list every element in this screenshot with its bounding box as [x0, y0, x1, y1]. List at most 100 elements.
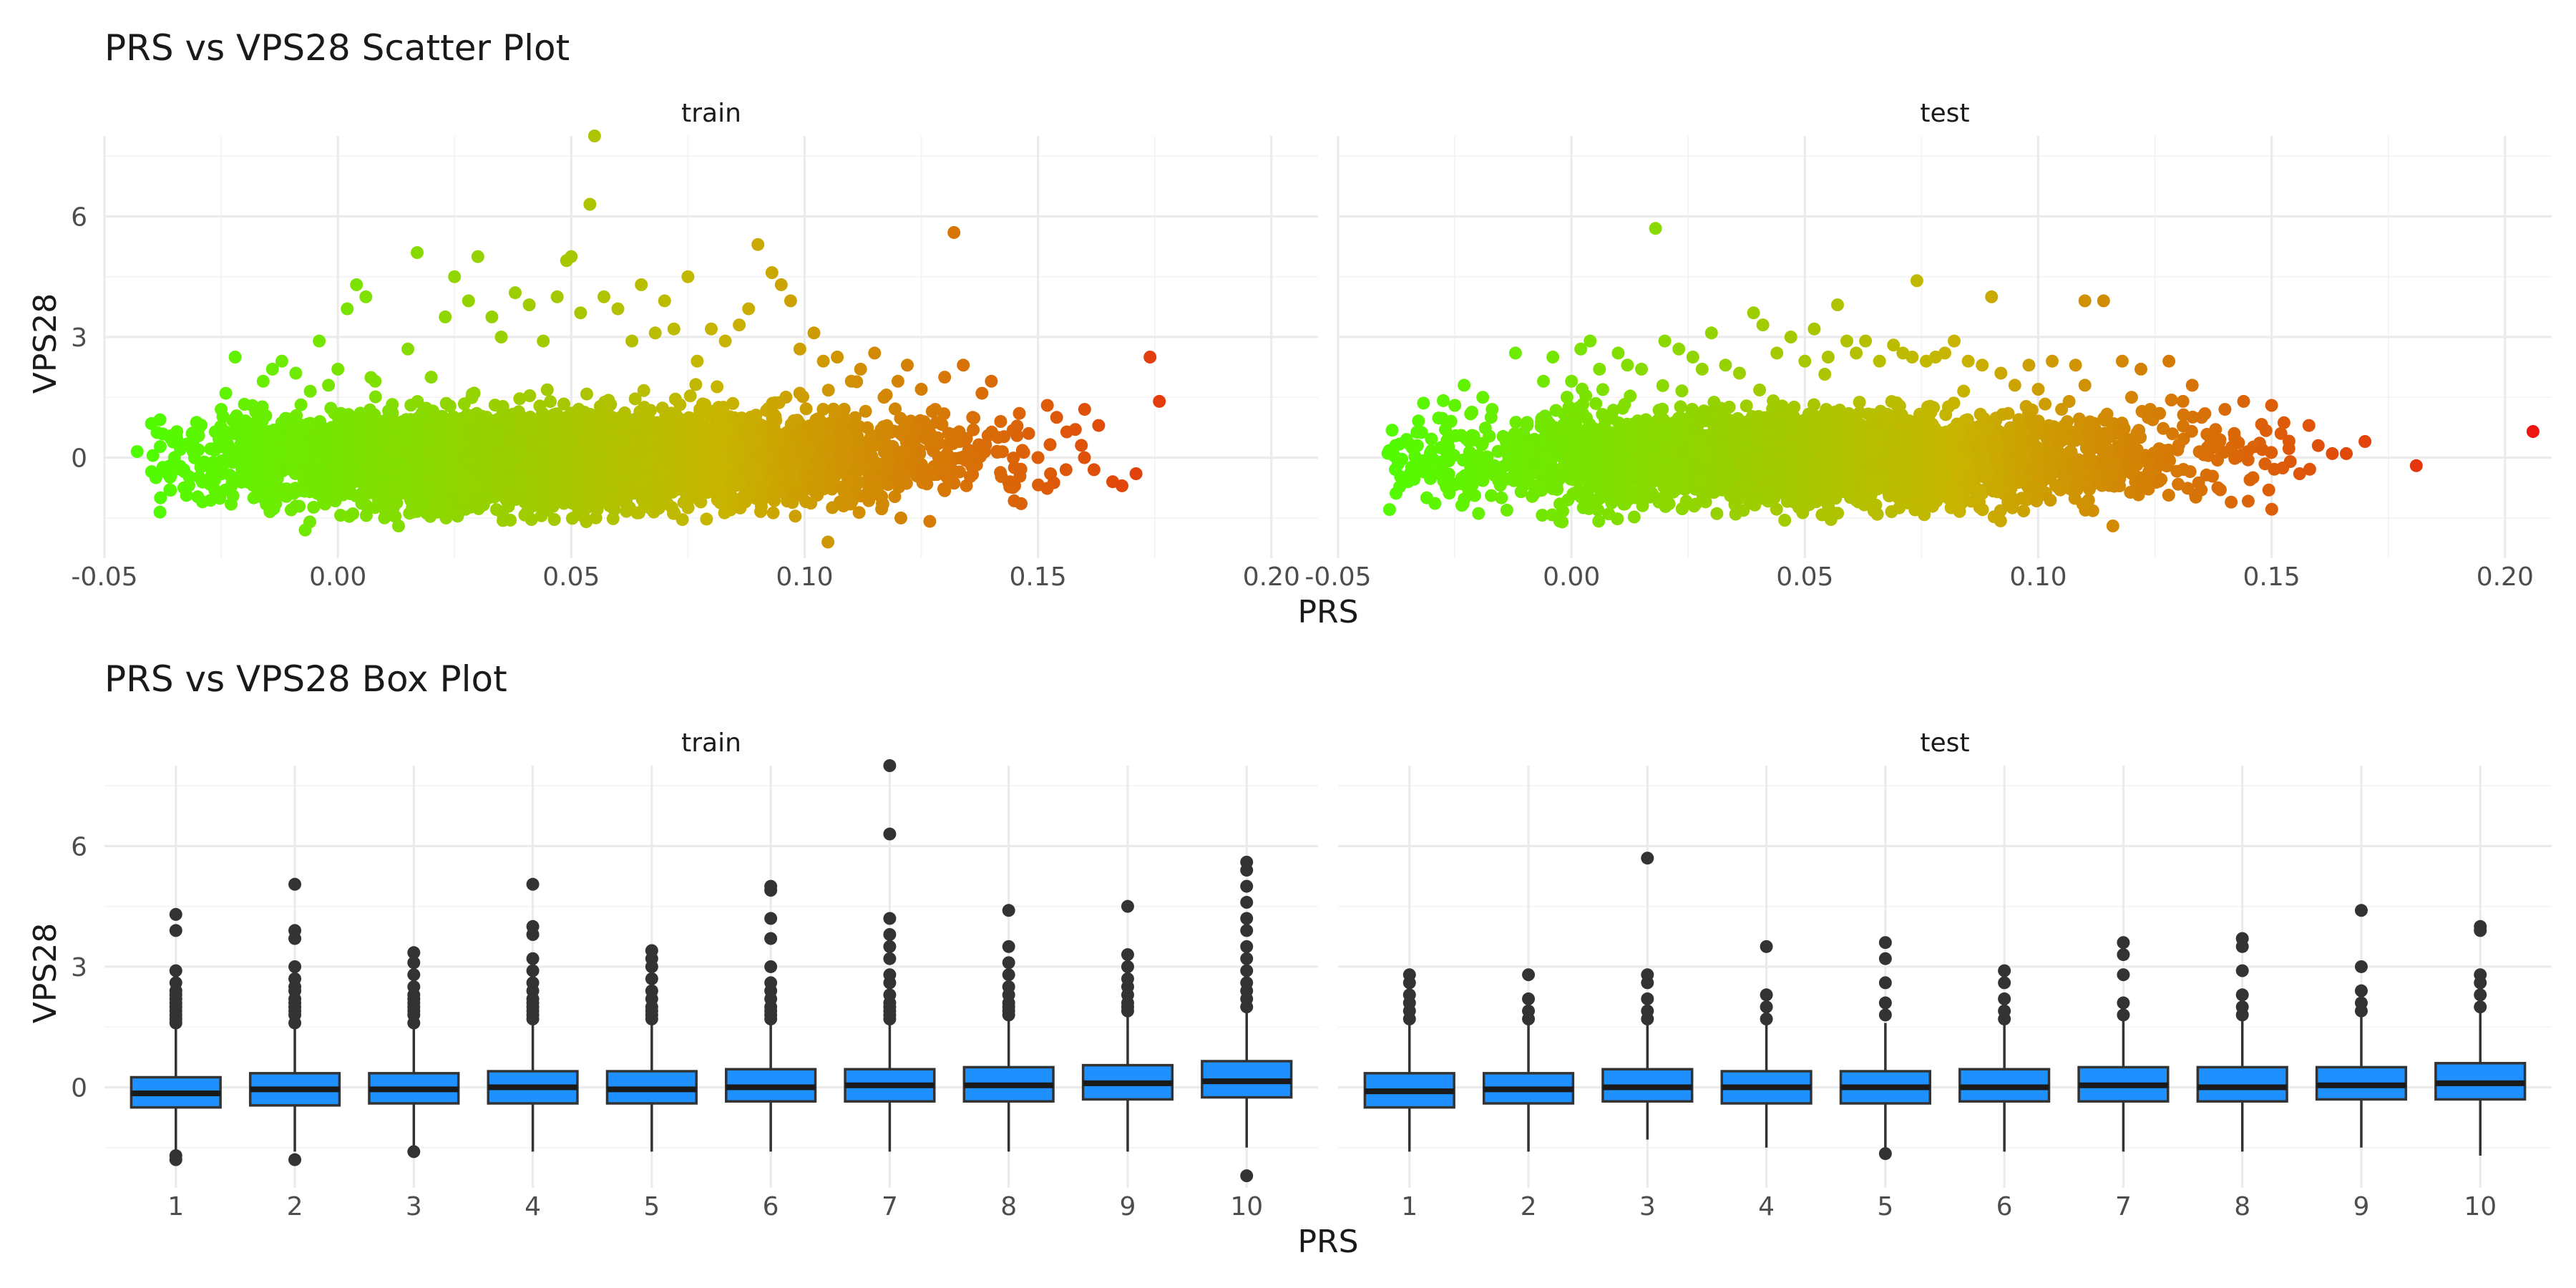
scatter-point [1014, 462, 1028, 476]
scatter-point [313, 415, 326, 429]
scatter-point [938, 484, 952, 497]
scatter-point [787, 485, 801, 499]
scatter-point [580, 387, 593, 401]
scatter-point [185, 427, 199, 440]
scatter-point [726, 490, 739, 504]
scatter-point [1017, 446, 1030, 459]
scatter-point [768, 435, 781, 449]
scatter-point [881, 426, 894, 439]
scatter-point [914, 414, 927, 427]
scatter-point [894, 511, 907, 525]
scatter-point [361, 482, 375, 496]
scatter-point [401, 414, 414, 427]
scatter-point [799, 402, 813, 416]
scatter-point [145, 416, 158, 430]
scatter-point [348, 475, 361, 489]
scatter-point [1040, 482, 1054, 495]
scatter-point [644, 404, 658, 417]
scatter-point [223, 447, 235, 460]
scatter-point [362, 450, 376, 464]
scatter-point [369, 390, 382, 404]
scatter-point [756, 492, 770, 506]
scatter-point [146, 449, 160, 462]
scatter-point [223, 468, 236, 482]
scatter-point [221, 426, 235, 439]
scatter-point [821, 384, 835, 397]
scatter-point [297, 419, 311, 433]
scatter-point [809, 467, 822, 480]
scatter-point [342, 408, 356, 421]
scatter-point [562, 472, 576, 486]
scatter-point [711, 380, 724, 394]
scatter-point [967, 423, 980, 436]
scatter-point [328, 406, 341, 420]
scatter-point [723, 478, 736, 492]
scatter-point [994, 466, 1008, 479]
scatter-point [156, 427, 170, 441]
scatter-point [940, 447, 954, 461]
scatter-point [249, 405, 263, 419]
scatter-point [408, 446, 421, 459]
scatter-point [488, 399, 502, 412]
scatter-point [465, 391, 479, 404]
scatter-point [841, 497, 854, 510]
scatter-point [1075, 439, 1088, 452]
scatter-point [409, 432, 423, 446]
scatter-point [565, 512, 579, 525]
scatter-point [316, 426, 329, 440]
scatter-point [544, 395, 557, 409]
scatter-point [824, 477, 837, 491]
scatter-point [940, 470, 954, 484]
scatter-train-points [130, 130, 1166, 549]
scatter-point [852, 506, 866, 519]
scatter-title: PRS vs VPS28 Scatter Plot [104, 27, 570, 69]
scatter-point [796, 390, 809, 404]
scatter-point [816, 403, 830, 416]
scatter-point [659, 444, 673, 457]
scatter-point [1008, 494, 1021, 507]
scatter-point [177, 481, 190, 494]
scatter-point [670, 456, 683, 469]
scatter-point [192, 470, 206, 484]
scatter-point [1010, 429, 1024, 442]
scatter-point [670, 419, 683, 433]
scatter-point [832, 426, 846, 440]
scatter-point [464, 411, 478, 425]
scatter-point [540, 383, 554, 396]
scatter-point [551, 414, 565, 428]
scatter-point [849, 465, 862, 478]
scatter-point [829, 409, 841, 422]
scatter-point [303, 384, 317, 398]
scatter-point [541, 504, 555, 517]
scatter-point [964, 470, 977, 484]
scatter-point [689, 378, 703, 391]
scatter-point [826, 501, 839, 514]
scatter-point [317, 496, 331, 509]
scatter-point [675, 513, 689, 527]
scatter-point [807, 479, 821, 493]
scatter-point [274, 488, 288, 502]
scatter-point [979, 438, 992, 452]
scatter-point [766, 506, 780, 519]
scatter-point [859, 404, 872, 418]
scatter-point [428, 504, 441, 518]
scatter-point [1078, 451, 1091, 464]
scatter-facet-train-label: train [681, 99, 741, 128]
scatter-point [990, 446, 1004, 459]
scatter-point [259, 484, 273, 498]
scatter-point [267, 423, 280, 436]
scatter-point [997, 430, 1011, 444]
scatter-point [861, 421, 874, 434]
scatter-point [533, 399, 547, 413]
scatter-point [935, 418, 949, 431]
scatter-point [923, 514, 937, 528]
scatter-point [334, 509, 347, 522]
scatter-point [331, 489, 344, 502]
scatter-point [628, 392, 642, 406]
scatter-point [411, 421, 425, 434]
scatter-point [696, 397, 709, 411]
scatter-point [894, 468, 908, 481]
scatter-point [741, 419, 755, 432]
scatter-point [876, 497, 889, 510]
